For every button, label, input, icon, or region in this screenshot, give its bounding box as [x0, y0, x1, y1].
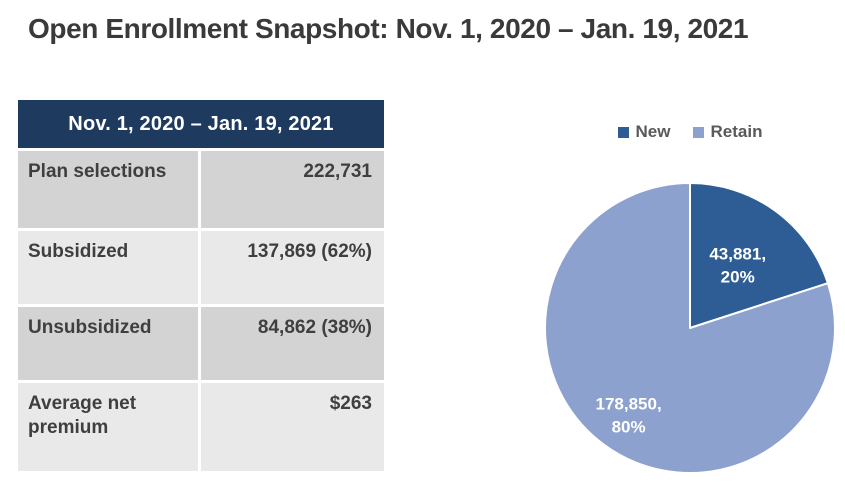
table-body: Plan selections 222,731 Subsidized 137,8… [18, 151, 384, 471]
pie-slice-retain [544, 182, 836, 474]
pie-slice-new [689, 182, 829, 329]
legend-item-retain: Retain [692, 122, 763, 142]
enrollment-summary-table: Nov. 1, 2020 – Jan. 19, 2021 Plan select… [18, 100, 384, 471]
table-row-value: 137,869 (62%) [201, 231, 384, 304]
table-row-label: Subsidized [18, 231, 198, 304]
pie-label-retain: 178,850, 80% [596, 395, 662, 437]
legend-swatch-retain-icon [692, 126, 704, 138]
legend-swatch-new-icon [617, 126, 629, 138]
table-row-value: $263 [201, 383, 384, 471]
legend-item-new: New [617, 122, 671, 142]
table-header: Nov. 1, 2020 – Jan. 19, 2021 [18, 100, 384, 148]
table-row-label: Average net premium [18, 383, 198, 471]
table-row-label: Unsubsidized [18, 307, 198, 380]
table-row-value: 222,731 [201, 151, 384, 228]
pie-chart: 43,881, 20% 178,850, 80% [544, 182, 836, 474]
legend-label-retain: Retain [710, 122, 763, 141]
page-title: Open Enrollment Snapshot: Nov. 1, 2020 –… [28, 13, 749, 44]
table-row-value: 84,862 (38%) [201, 307, 384, 380]
pie-label-new: 43,881, 20% [709, 244, 766, 286]
legend-label-new: New [635, 122, 671, 141]
pie-legend: New Retain [530, 122, 845, 142]
table-row-label: Plan selections [18, 151, 198, 228]
